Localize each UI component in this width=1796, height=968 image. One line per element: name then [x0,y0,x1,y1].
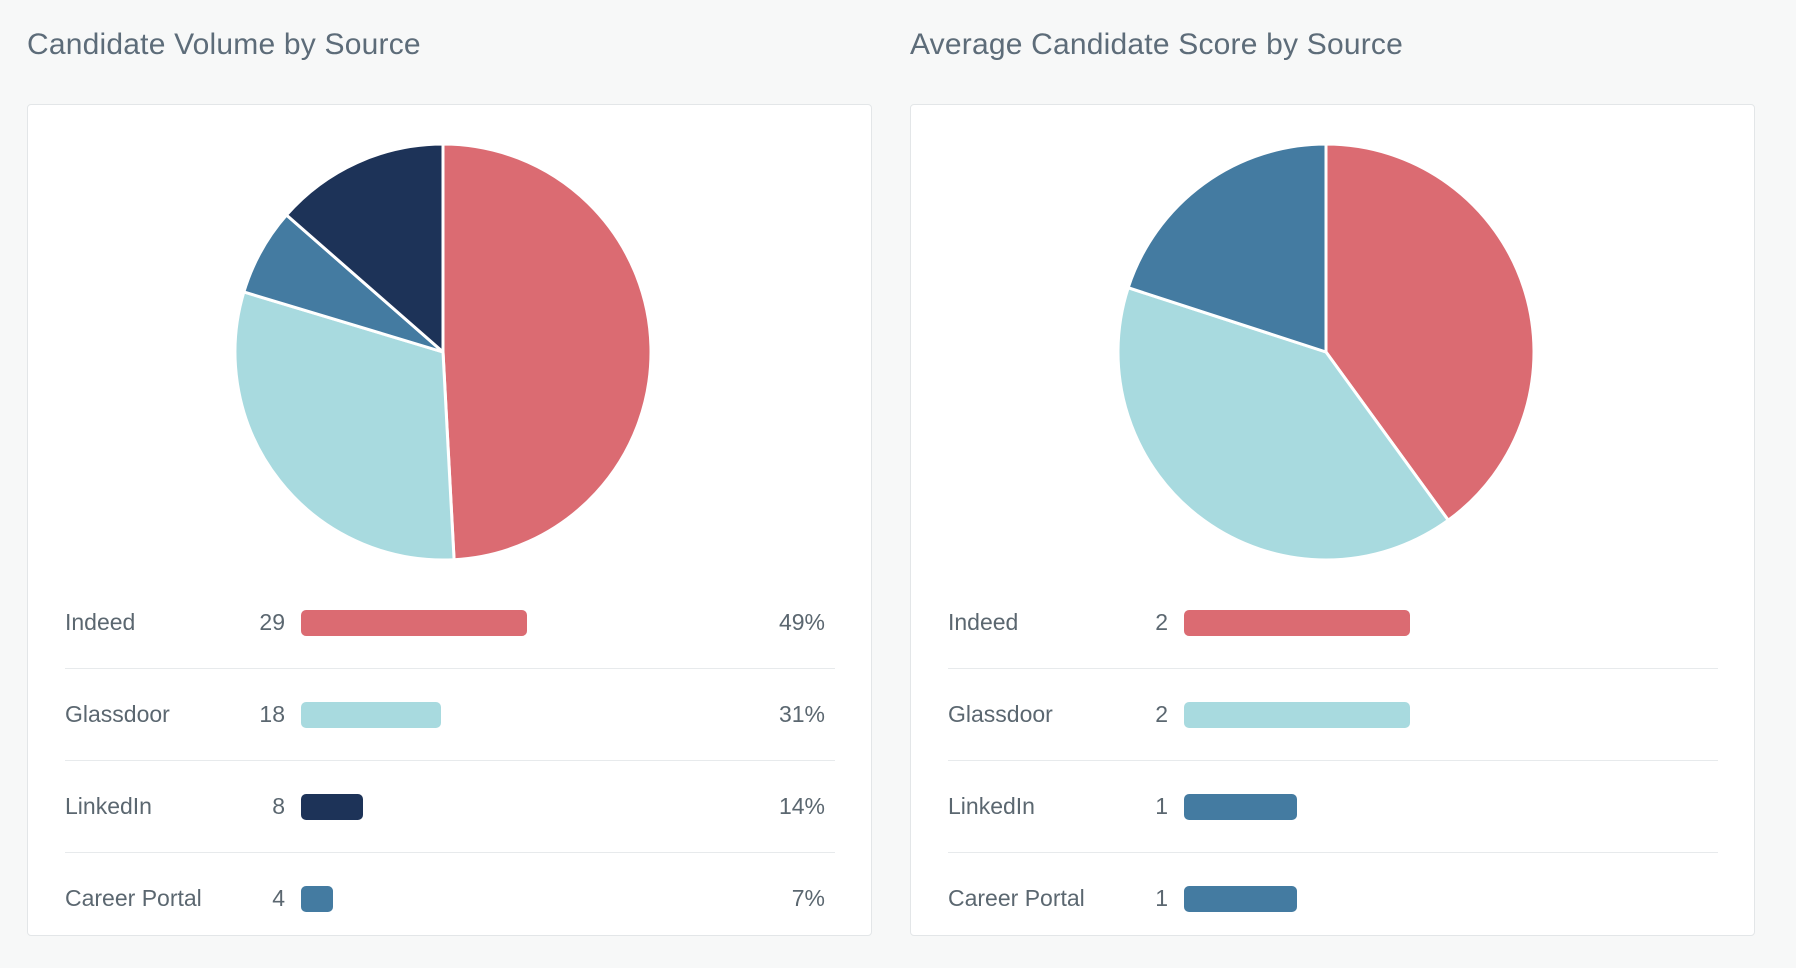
volume-pie-chart [233,142,653,562]
source-label: Indeed [65,609,136,635]
legend-row-linkedin: LinkedIn 8 14% [65,761,835,853]
pie-slice-indeed[interactable] [441,142,653,562]
score-legend-table: Indeed 2 Glassdoor 2 LinkedIn 1 Career Portal 1 [948,577,1718,944]
legend-row-career-portal: Career Portal 4 7% [65,853,835,944]
pie-slice-glassdoor[interactable] [1116,286,1450,562]
score-card: Indeed 2 Glassdoor 2 LinkedIn 1 Career Portal 1 [910,104,1755,936]
legend-row-glassdoor: Glassdoor 18 31% [65,669,835,761]
source-label: LinkedIn [948,793,1035,819]
source-value: 29 [259,609,285,635]
value-bar [1184,702,1410,728]
source-value: 1 [1155,793,1168,819]
source-label: LinkedIn [65,793,152,819]
source-value: 2 [1155,609,1168,635]
percent-label: 14% [778,793,825,819]
source-value: 1 [1155,885,1168,911]
pie-slice-glassdoor[interactable] [233,290,456,562]
source-label: Glassdoor [65,701,170,727]
score-pie-chart [1116,142,1536,562]
source-value: 4 [272,885,285,911]
source-value: 8 [272,793,285,819]
value-bar [1184,886,1297,912]
percent-label: 31% [778,701,825,727]
value-bar [1184,610,1410,636]
legend-row-career-portal: Career Portal 1 [948,853,1718,944]
percent-label: 49% [778,609,825,635]
source-label: Indeed [948,609,1019,635]
value-bar [1184,794,1297,820]
percent-label: 7% [791,885,825,911]
source-label: Glassdoor [948,701,1053,727]
volume-title: Candidate Volume by Source [27,28,421,61]
source-value: 2 [1155,701,1168,727]
source-label: Career Portal [948,885,1085,911]
legend-row-indeed: Indeed 2 [948,577,1718,669]
source-value: 18 [259,701,285,727]
legend-row-glassdoor: Glassdoor 2 [948,669,1718,761]
value-bar [301,702,442,728]
volume-legend-table: Indeed 29 49% Glassdoor 18 31% LinkedIn 8 14% Car… [65,577,835,944]
legend-row-indeed: Indeed 29 49% [65,577,835,669]
pie-slice-linkedin[interactable] [1126,142,1328,354]
source-label: Career Portal [65,885,202,911]
score-title: Average Candidate Score by Source [910,28,1404,61]
pie-slice-linkedin[interactable] [284,142,445,354]
value-bar [301,886,333,912]
pie-slice-indeed[interactable] [1324,142,1536,522]
legend-row-linkedin: LinkedIn 1 [948,761,1718,853]
value-bar [301,794,364,820]
value-bar [301,610,527,636]
volume-panel: Candidate Volume by Source Indeed 29 49% Gl… [0,0,872,968]
score-panel: Average Candidate Score by Source Indeed… [883,0,1755,968]
volume-card: Indeed 29 49% Glassdoor 18 31% LinkedIn 8 14% Car… [27,104,872,936]
